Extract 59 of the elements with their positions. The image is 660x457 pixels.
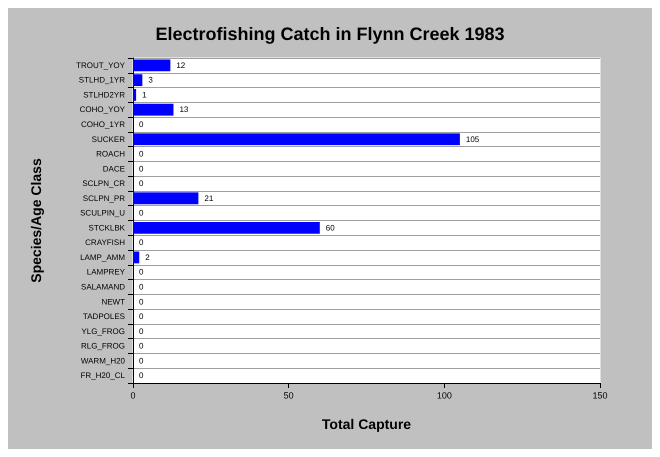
y-tick-label: SCULPIN_U	[80, 208, 126, 218]
data-label: 3	[148, 76, 154, 85]
y-tick-label: COHO_1YR	[80, 120, 126, 129]
x-tick-label: 0	[130, 390, 136, 400]
x-tick-label: 150	[592, 390, 608, 400]
y-tick-label: CRAYFISH	[85, 238, 126, 248]
data-label: 0	[139, 371, 144, 380]
data-label: 13	[179, 105, 189, 114]
data-label: 60	[326, 223, 336, 232]
y-tick-label: TADPOLES	[82, 312, 125, 322]
data-label: 0	[139, 297, 144, 306]
y-tick-label: STLHD2YR	[83, 90, 126, 100]
y-tick-label: DACE	[102, 164, 125, 174]
data-label: 0	[139, 120, 144, 129]
y-tick-label: COHO_YOY	[80, 105, 126, 114]
y-tick-label: STLHD_1YR	[78, 76, 126, 85]
data-label: 0	[139, 312, 144, 322]
data-label: 0	[139, 238, 144, 248]
data-label: 0	[139, 342, 144, 351]
y-tick-label: WARM_H20	[80, 356, 126, 366]
y-tick-label: LAMP_AMM	[80, 252, 126, 262]
bar	[133, 104, 174, 116]
bar	[133, 89, 136, 101]
x-tick-label: 100	[436, 390, 452, 400]
data-label: 0	[139, 282, 144, 292]
data-label: 0	[139, 208, 144, 218]
bar	[133, 222, 320, 234]
data-label: 21	[204, 194, 214, 203]
y-tick-label: STCKLBK	[88, 223, 126, 232]
data-label: 0	[139, 356, 144, 366]
bar	[133, 74, 142, 86]
data-label: 0	[139, 326, 144, 336]
bar	[133, 133, 460, 146]
y-tick-label: SCLPN_PR	[82, 194, 126, 203]
y-tick-label: LAMPREY	[86, 268, 126, 277]
data-label: 0	[139, 268, 144, 277]
data-label: 105	[466, 134, 480, 144]
y-tick-label: TROUT_YOY	[76, 60, 126, 70]
y-tick-label: SUCKER	[92, 134, 126, 144]
data-label: 2	[145, 252, 150, 262]
chart-title: Electrofishing Catch in Flynn Creek 1983	[155, 24, 505, 44]
y-tick-label: NEWT	[101, 297, 126, 306]
x-axis-title: Total Capture	[322, 416, 412, 432]
data-label: 0	[139, 164, 144, 174]
data-label: 1	[142, 90, 148, 100]
bar	[133, 252, 140, 264]
bar	[133, 59, 170, 72]
data-label: 0	[139, 150, 144, 159]
y-tick-label: SALAMAND	[80, 282, 126, 292]
data-label: 12	[176, 60, 186, 70]
y-tick-label: FR_H20_CL	[80, 371, 126, 380]
y-axis-title: Species/Age Class	[28, 158, 44, 283]
y-tick-label: ROACH	[96, 150, 126, 159]
y-tick-label: YLG_FROG	[81, 326, 125, 336]
y-tick-label: RLG_FROG	[80, 342, 125, 351]
data-label: 0	[139, 179, 144, 188]
y-tick-label: SCLPN_CR	[82, 179, 126, 188]
bar	[133, 192, 198, 204]
x-tick-label: 50	[284, 390, 294, 400]
